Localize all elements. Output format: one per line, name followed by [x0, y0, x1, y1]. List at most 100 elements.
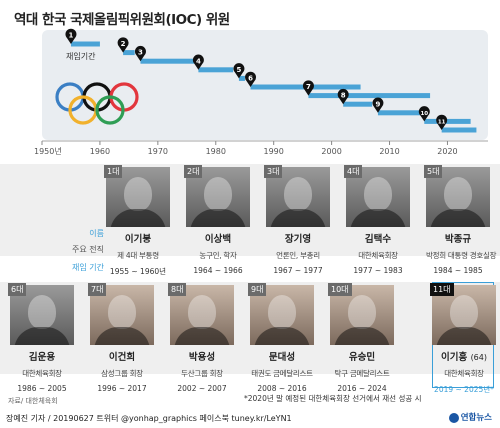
source-note: 자료/ 대한체육회	[8, 397, 58, 405]
member-term: 1967 ~ 1977	[273, 266, 323, 275]
member-term: 1977 ~ 1983	[353, 266, 403, 275]
marker-pin-icon: 2	[117, 37, 129, 53]
order-badge: 6대	[8, 283, 27, 296]
member-role: 농구인, 학자	[199, 251, 237, 260]
x-tick-label: 2020	[437, 147, 457, 156]
marker-number: 1	[69, 32, 74, 40]
footnote: *2020년 말 예정된 대한체육회장 선거에서 재선 성공 시	[244, 394, 422, 403]
marker-number: 8	[341, 92, 346, 100]
member-name: 박용성	[188, 352, 216, 363]
x-tick-label: 1970	[148, 147, 168, 156]
marker-pin-icon: 7	[302, 80, 314, 96]
member-term: 1996 ~ 2017	[97, 384, 147, 393]
member-term: 1955 ~ 1960년	[109, 267, 167, 276]
member-card: 8대 박용성 두산그룹 회장 2002 ~ 2007	[168, 283, 234, 393]
row-label-term: 재임 기간	[72, 263, 104, 272]
row-label-role: 주요 전직	[72, 245, 104, 254]
tenure-bar	[377, 110, 425, 116]
member-name: 유승민	[348, 352, 376, 363]
x-tick-label: 2010	[379, 147, 399, 156]
order-badge: 1대	[104, 165, 123, 178]
member-photo	[266, 167, 330, 227]
credit-text: 장예진 기자 / 20190627 트위터 @yonhap_graphics 페…	[6, 414, 292, 423]
member-card: 4대 김택수 대한체육회장 1977 ~ 1983	[344, 165, 410, 275]
marker-pin-icon: 5	[233, 63, 245, 79]
member-card: 9대 문대성 태권도 금메달리스트 2008 ~ 2016	[248, 283, 314, 393]
order-badge: 5대	[424, 165, 443, 178]
order-badge: 7대	[88, 283, 107, 296]
page-title: 역대 한국 국제올림픽위원회(IOC) 위원	[14, 12, 230, 28]
member-role: 언론인, 부총리	[276, 251, 320, 260]
member-photo	[186, 167, 250, 227]
marker-number: 9	[376, 100, 381, 108]
member-name: 박종규	[444, 234, 472, 245]
tenure-bar	[343, 101, 373, 107]
order-badge: 10대	[328, 283, 352, 296]
marker-pin-icon: 11	[436, 114, 448, 130]
marker-number: 10	[420, 111, 428, 117]
member-role: 대한체육회장	[444, 369, 484, 378]
order-badge: 4대	[344, 165, 363, 178]
member-role: 대한체육회장	[22, 369, 62, 378]
x-tick-label: 1980	[206, 147, 226, 156]
x-tick-label: 2000	[321, 147, 341, 156]
x-tick-label: 1950년	[34, 146, 62, 156]
tenure-bar	[123, 50, 135, 56]
order-badge: 9대	[248, 283, 267, 296]
member-term: 1964 ~ 1966	[193, 266, 243, 275]
marker-number: 5	[236, 66, 241, 74]
order-badge: 8대	[168, 283, 187, 296]
tenure-bar	[70, 41, 100, 47]
member-card: 5대 박종규 박정희 대통령 경호실장 1984 ~ 1985	[424, 165, 496, 275]
tenure-bar	[140, 58, 199, 64]
member-name: 이기붕	[124, 234, 152, 245]
timeline-chart: 1950년 1960 1970 1980 1990 2000 2010 2020 1 2 3 4 56…	[34, 28, 488, 156]
tenure-bar	[441, 127, 477, 133]
member-card: 10대 유승민 탁구 금메달리스트 2016 ~ 2024	[328, 283, 394, 393]
marker-pin-icon: 6	[245, 71, 257, 87]
member-name: 이기흥 (64)	[441, 352, 487, 363]
tenure-bar	[424, 118, 471, 124]
member-term: 1986 ~ 2005	[17, 384, 67, 393]
member-name: 이상백	[204, 234, 232, 245]
marker-pin-icon: 9	[372, 97, 384, 113]
member-role: 제 4대 부통령	[117, 251, 159, 260]
member-photo	[10, 285, 74, 345]
member-role: 삼성그룹 회장	[101, 369, 143, 378]
member-name: 장기영	[284, 234, 312, 245]
marker-pin-icon: 3	[134, 45, 146, 62]
marker-number: 4	[196, 57, 201, 65]
photo-strip-top	[0, 164, 500, 256]
member-term: 2008 ~ 2016	[257, 384, 307, 393]
member-name: 김택수	[364, 234, 392, 245]
marker-pin-icon: 10	[418, 106, 430, 122]
order-badge: 3대	[264, 165, 283, 178]
tenure-bar	[308, 93, 431, 99]
tenure-bar	[198, 67, 234, 73]
member-term: 1984 ~ 1985	[433, 266, 483, 275]
olympic-rings-icon	[55, 82, 139, 125]
member-name: 이건희	[108, 352, 136, 363]
member-term: 2019 ~ 2025년*	[434, 385, 494, 394]
member-name: 김운용	[28, 352, 56, 363]
member-term: 2016 ~ 2024	[337, 384, 387, 393]
order-badge: 2대	[184, 165, 203, 178]
marker-number: 11	[438, 120, 446, 126]
marker-number: 7	[306, 83, 311, 91]
yonhap-logo: 연합뉴스	[448, 411, 492, 423]
marker-pin-icon: 4	[192, 54, 204, 70]
order-badge: 11대	[430, 283, 454, 296]
tenure-bar	[238, 75, 245, 81]
logo-text: 연합뉴스	[460, 413, 492, 423]
member-term: 2002 ~ 2007	[177, 384, 227, 393]
member-name: 문대성	[268, 352, 296, 363]
member-photo	[90, 285, 154, 345]
row-label-name: 이름	[89, 229, 104, 238]
yonhap-logo-icon	[448, 412, 459, 423]
marker-pin-icon: 8	[337, 88, 349, 105]
